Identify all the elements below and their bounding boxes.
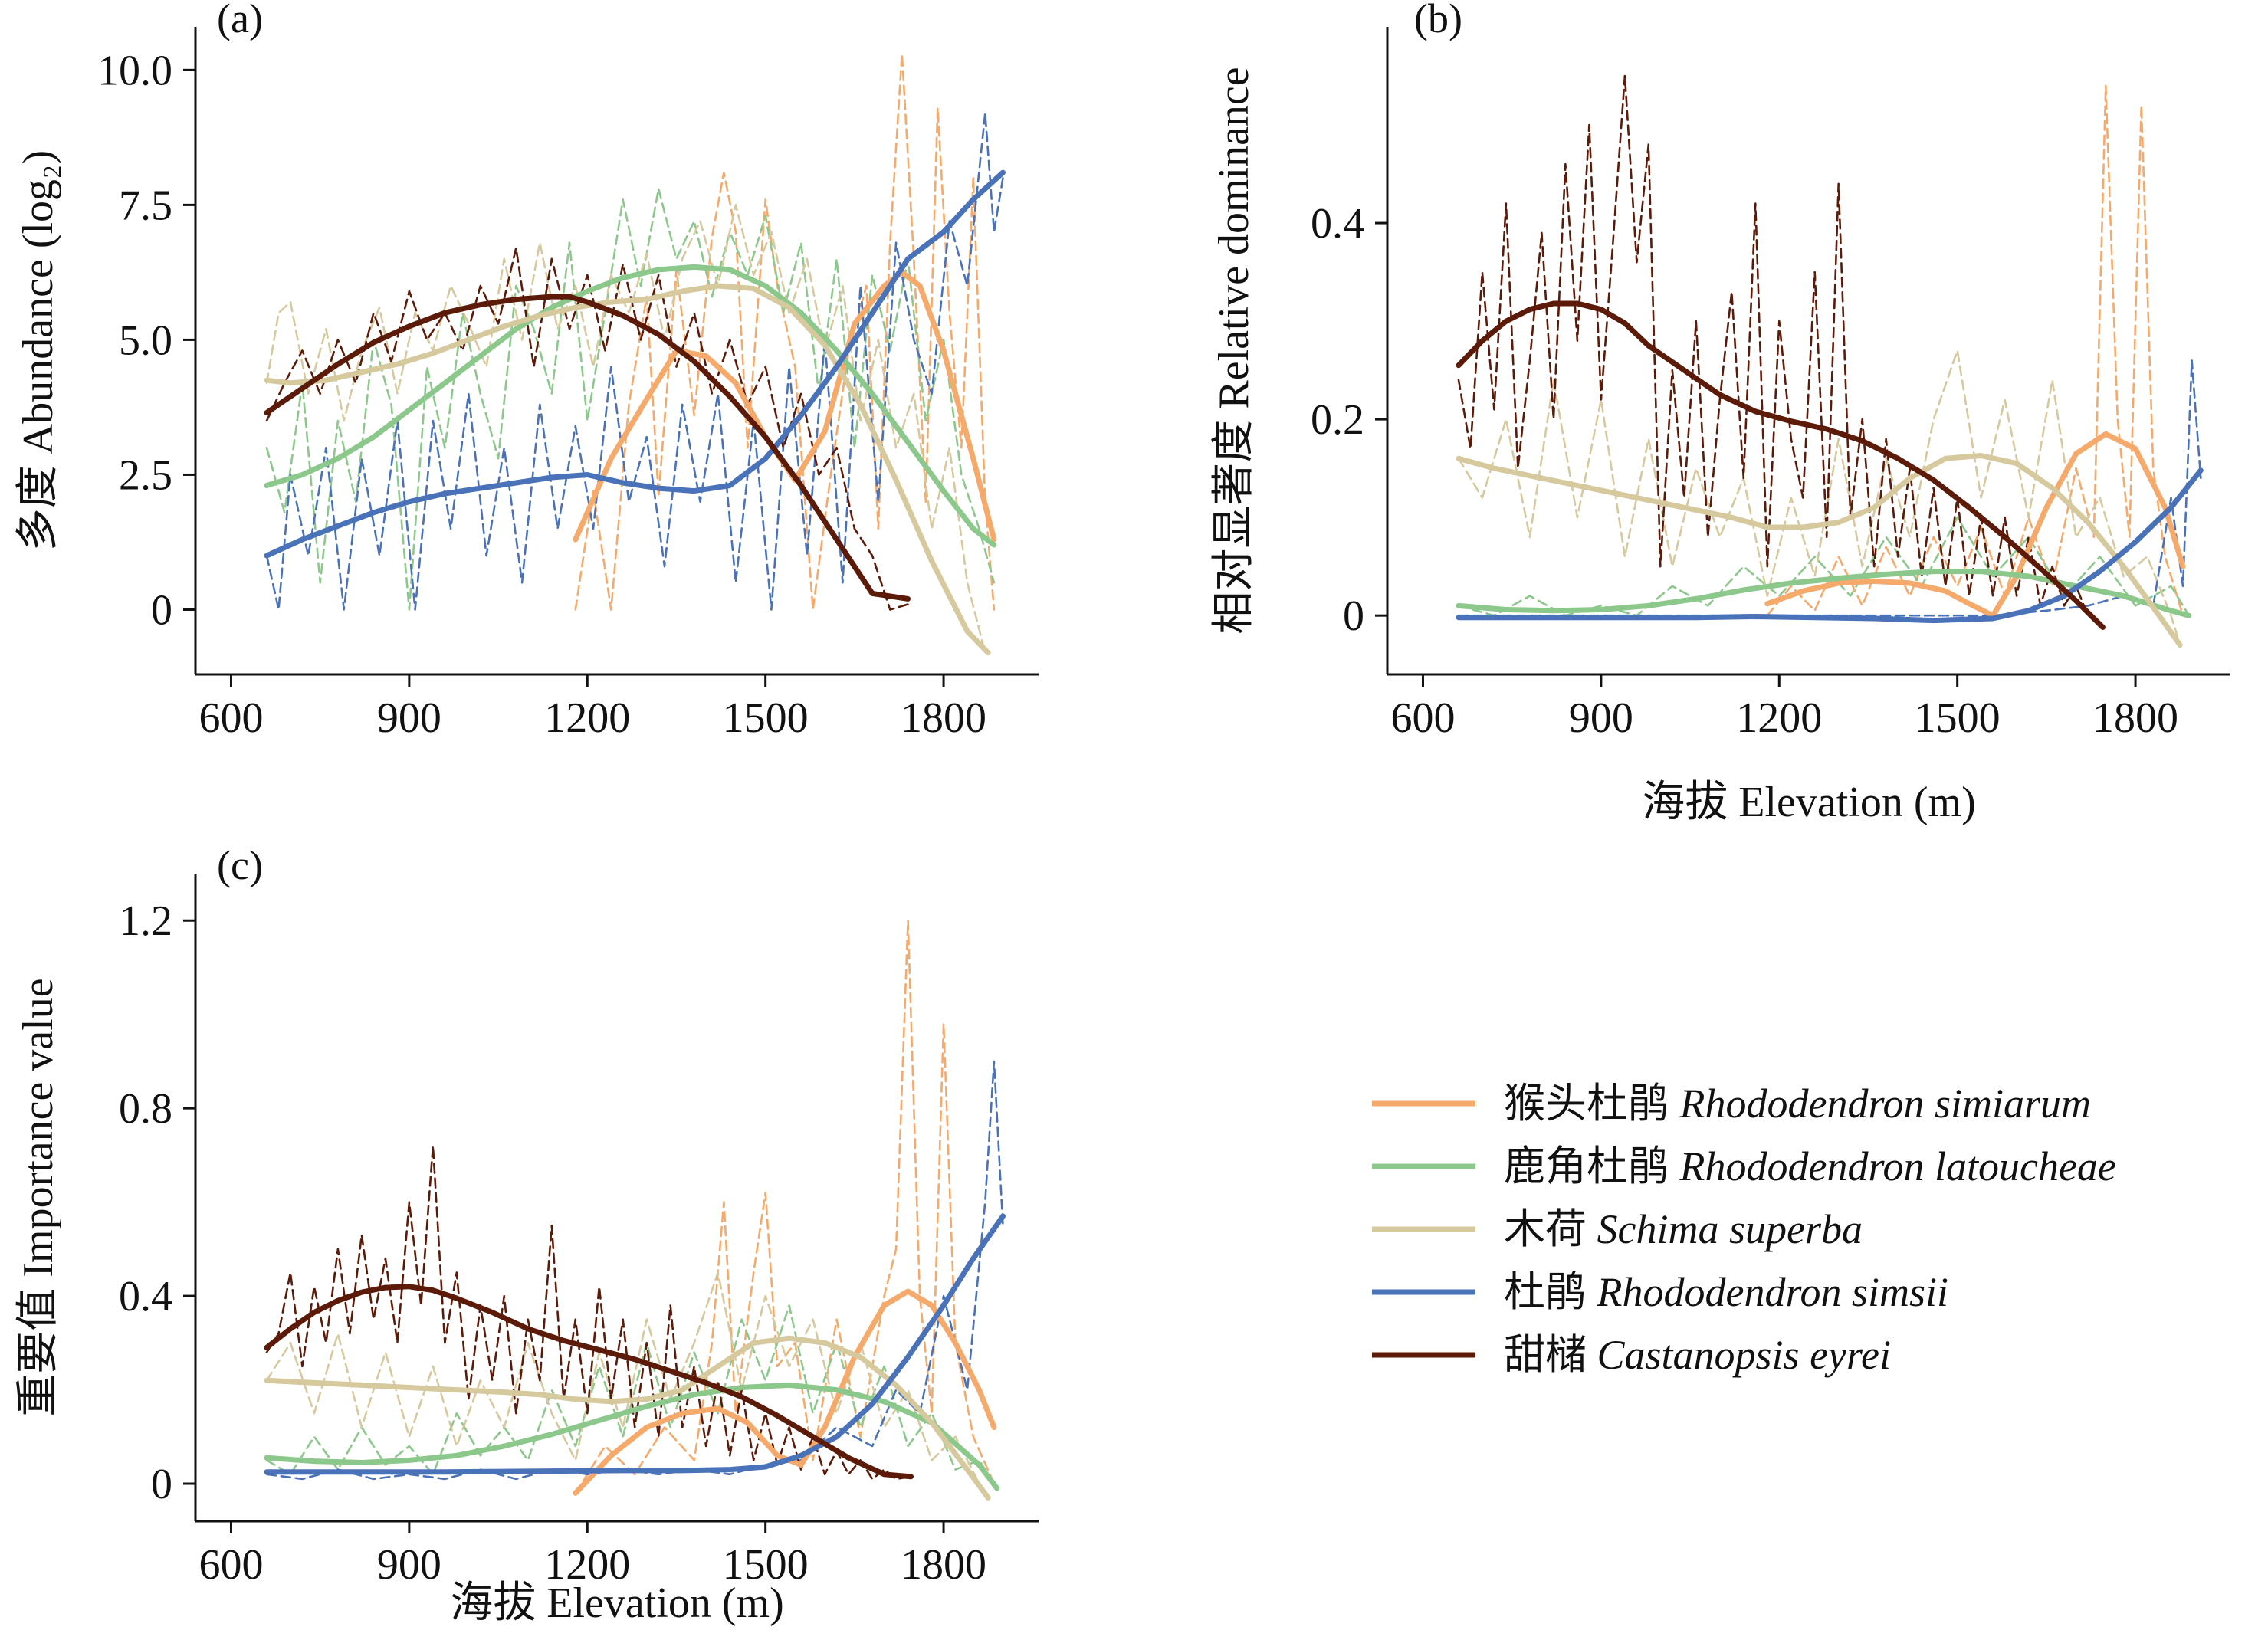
legend-common-name: 杜鹃 bbox=[1504, 1269, 1597, 1315]
legend-item-rhododendron-latoucheae: 鹿角杜鹃 Rhododendron latoucheae bbox=[1372, 1143, 2116, 1189]
smoothed-series-castanopsis-eyrei bbox=[264, 294, 911, 602]
y-tick-label: 5.0 bbox=[119, 317, 172, 364]
smoothed-series-rhododendron-latoucheae bbox=[264, 264, 997, 548]
x-tick-label: 1500 bbox=[1915, 694, 2001, 742]
legend-common-name: 鹿角杜鹃 bbox=[1504, 1143, 1680, 1189]
legend-latin-name: Castanopsis eyrei bbox=[1597, 1332, 1891, 1378]
raw-series-rhododendron-simiarum bbox=[1766, 84, 2184, 617]
y-axis-title: 重要值 Importance value bbox=[15, 978, 62, 1416]
raw-series-schima-superba bbox=[1457, 349, 2181, 646]
y-tick-label: 0.8 bbox=[119, 1085, 172, 1133]
x-tick-label: 1800 bbox=[901, 1541, 986, 1589]
legend-label: 杜鹃 Rhododendron simsii bbox=[1504, 1269, 1948, 1315]
smoothed-series-rhododendron-simsii bbox=[1456, 467, 2204, 624]
raw-series-rhododendron-simsii bbox=[265, 1060, 1004, 1481]
raw-series-castanopsis-eyrei bbox=[265, 247, 909, 611]
smoothed-series-rhododendron-simiarum bbox=[573, 1288, 997, 1496]
x-tick-label: 900 bbox=[377, 1541, 441, 1589]
y-tick-label: 0.2 bbox=[1311, 396, 1364, 444]
legend-common-name: 甜槠 bbox=[1504, 1332, 1597, 1378]
smoothed-series-rhododendron-simiarum bbox=[573, 269, 997, 543]
x-tick-label: 1500 bbox=[723, 1541, 809, 1589]
y-tick-label: 7.5 bbox=[119, 182, 172, 229]
y-tick-label: 2.5 bbox=[119, 451, 172, 499]
legend-label: 鹿角杜鹃 Rhododendron latoucheae bbox=[1504, 1143, 2116, 1189]
raw-series-rhododendron-simsii bbox=[265, 112, 1004, 611]
y-axis-title: 多度 Abundance (log₂) bbox=[15, 150, 62, 551]
legend-latin-name: Schima superba bbox=[1597, 1206, 1863, 1252]
x-tick-label: 900 bbox=[1569, 694, 1633, 742]
x-tick-label: 1200 bbox=[544, 1541, 630, 1589]
y-tick-label: 0.4 bbox=[119, 1273, 172, 1320]
legend-item-rhododendron-simsii: 杜鹃 Rhododendron simsii bbox=[1372, 1269, 1948, 1315]
y-tick-label: 10.0 bbox=[97, 47, 172, 94]
legend-item-rhododendron-simiarum: 猴头杜鹃 Rhododendron simiarum bbox=[1372, 1081, 2091, 1127]
smoothed-series-rhododendron-simsii bbox=[264, 1213, 1006, 1475]
y-tick-label: 0 bbox=[151, 1461, 172, 1508]
legend: 猴头杜鹃 Rhododendron simiarum 鹿角杜鹃 Rhododend… bbox=[1372, 1081, 2116, 1378]
smoothed-series-castanopsis-eyrei bbox=[264, 1284, 914, 1480]
legend-item-castanopsis-eyrei: 甜槠 Castanopsis eyrei bbox=[1372, 1332, 1891, 1378]
panel-a: 600 900 1200 1500 1800 0 2.5 5.0 7.5 10.0 (a) 多度 Ab… bbox=[15, 0, 1039, 742]
legend-latin-name: Rhododendron simiarum bbox=[1679, 1081, 2092, 1127]
legend-latin-name: Rhododendron simsii bbox=[1597, 1269, 1949, 1315]
raw-series-schima-superba bbox=[265, 1271, 990, 1499]
smoothed-series-castanopsis-eyrei bbox=[1456, 300, 2106, 630]
x-tick-label: 1200 bbox=[1736, 694, 1822, 742]
smoothed-series-schima-superba bbox=[264, 283, 991, 656]
x-axis-title: 海拔 Elevation (m) bbox=[450, 1579, 783, 1627]
panel-c: 600 900 1200 1500 1800 0 0.4 0.8 1.2 (c) 重要值 Impor… bbox=[15, 842, 1039, 1627]
legend-common-name: 猴头杜鹃 bbox=[1504, 1081, 1680, 1127]
y-tick-label: 0 bbox=[151, 587, 172, 635]
panel-b: 600 900 1200 1500 1800 0 0.2 0.4 (b) 相对显著度 Relati… bbox=[1210, 0, 2230, 826]
legend-common-name: 木荷 bbox=[1504, 1206, 1597, 1252]
raw-series-castanopsis-eyrei bbox=[265, 1144, 912, 1481]
x-tick-label: 1200 bbox=[544, 694, 630, 742]
smoothed-series-rhododendron-latoucheae bbox=[264, 1382, 1000, 1491]
legend-item-schima-superba: 木荷 Schima superba bbox=[1372, 1206, 1863, 1252]
smoothed-series-rhododendron-simsii bbox=[264, 169, 1006, 559]
panel-label: (b) bbox=[1414, 0, 1462, 41]
x-tick-label: 1500 bbox=[723, 694, 809, 742]
smoothed-series-rhododendron-latoucheae bbox=[1456, 569, 2192, 618]
x-tick-label: 600 bbox=[199, 1541, 263, 1589]
legend-label: 甜槠 Castanopsis eyrei bbox=[1504, 1332, 1891, 1378]
legend-latin-name: Rhododendron latoucheae bbox=[1679, 1143, 2116, 1189]
legend-label: 猴头杜鹃 Rhododendron simiarum bbox=[1504, 1081, 2091, 1127]
panel-label: (a) bbox=[217, 0, 263, 41]
y-tick-label: 0 bbox=[1343, 592, 1364, 640]
smoothed-series-schima-superba bbox=[1456, 453, 2183, 648]
y-tick-label: 1.2 bbox=[119, 897, 172, 945]
x-tick-label: 1800 bbox=[901, 694, 986, 742]
raw-series-castanopsis-eyrei bbox=[1457, 74, 2104, 627]
smoothed-series-rhododendron-simiarum bbox=[1764, 431, 2186, 618]
y-tick-label: 0.4 bbox=[1311, 200, 1364, 248]
x-axis-title: 海拔 Elevation (m) bbox=[1642, 779, 1975, 826]
x-tick-label: 600 bbox=[1390, 694, 1455, 742]
legend-label: 木荷 Schima superba bbox=[1504, 1206, 1863, 1252]
x-tick-label: 1800 bbox=[2092, 694, 2178, 742]
x-tick-label: 900 bbox=[377, 694, 441, 742]
x-tick-label: 600 bbox=[199, 694, 263, 742]
y-axis-title: 相对显著度 Relative dominance bbox=[1210, 67, 1258, 634]
raw-series-rhododendron-latoucheae bbox=[265, 188, 996, 611]
panel-label: (c) bbox=[217, 842, 263, 888]
